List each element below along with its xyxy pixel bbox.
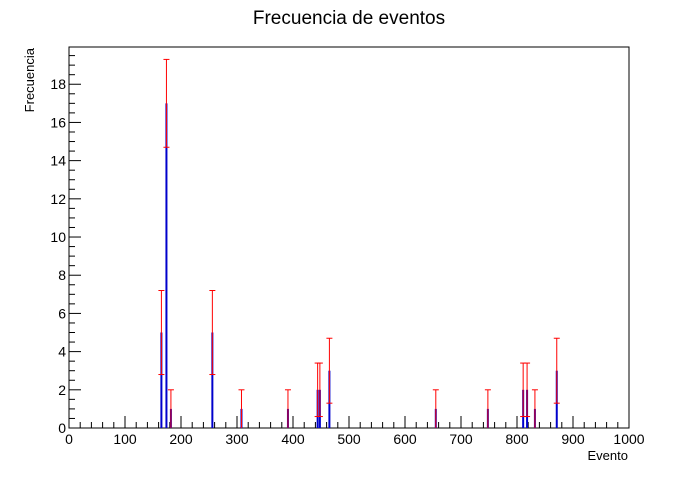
chart-title: Frecuencia de eventos <box>253 8 445 29</box>
y-tick-label: 12 <box>50 191 66 207</box>
y-tick-label: 6 <box>58 305 66 321</box>
y-tick-label: 18 <box>50 76 66 92</box>
x-tick-label: 300 <box>225 431 249 447</box>
x-axis-label: Evento <box>588 448 628 463</box>
y-tick-label: 10 <box>50 229 66 245</box>
y-axis-label: Frecuencia <box>22 47 37 112</box>
x-tick-label: 600 <box>393 431 417 447</box>
plot-area: 0 100 200 300 400 500 600 700 800 900 1000 0 2 4 6 8 10 1… <box>50 46 645 447</box>
x-tick-label: 0 <box>65 431 73 447</box>
y-tick-label: 8 <box>58 267 66 283</box>
y-tick-label: 14 <box>50 153 66 169</box>
x-tick-label: 500 <box>337 431 361 447</box>
y-tick-label: 2 <box>58 382 66 398</box>
y-tick-label: 16 <box>50 114 66 130</box>
y-tick-label: 0 <box>58 420 66 436</box>
x-tick-label: 800 <box>505 431 529 447</box>
x-tick-label: 700 <box>449 431 473 447</box>
y-tick-label: 4 <box>58 344 66 360</box>
x-tick-label: 200 <box>169 431 193 447</box>
plot-frame <box>68 46 630 429</box>
x-tick-label: 1000 <box>613 431 644 447</box>
x-tick-label: 400 <box>281 431 305 447</box>
x-tick-label: 100 <box>113 431 137 447</box>
x-tick-label: 900 <box>561 431 585 447</box>
